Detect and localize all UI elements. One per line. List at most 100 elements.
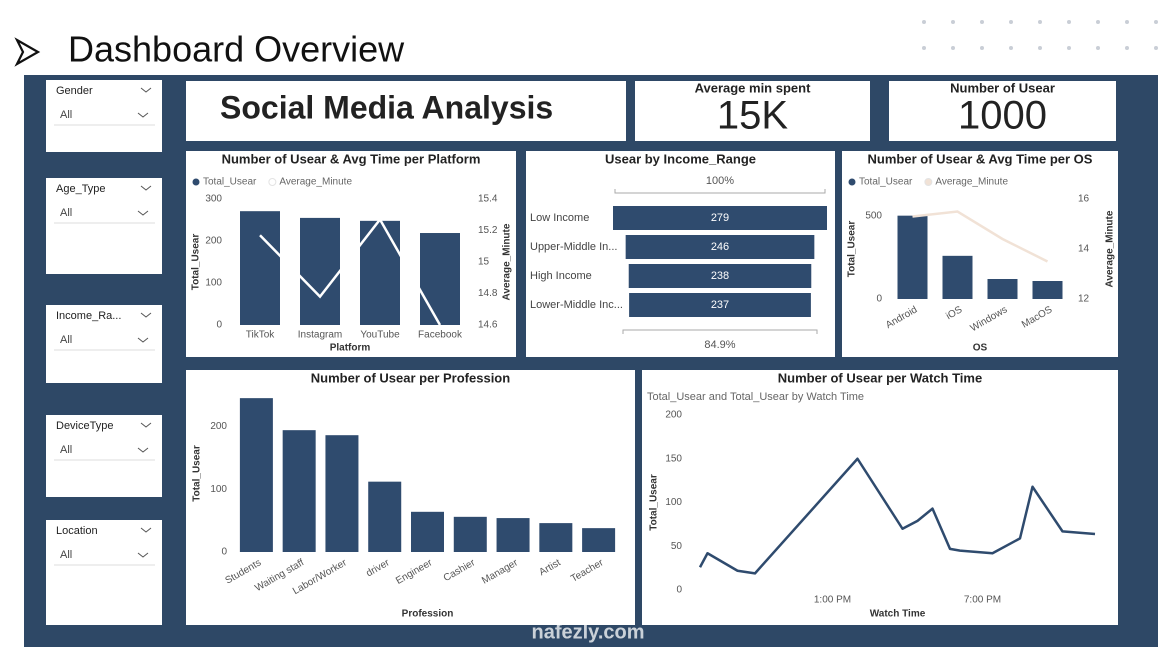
filter-value[interactable]: All	[60, 334, 72, 346]
bar	[496, 518, 530, 552]
report-title: Social Media Analysis	[220, 89, 553, 125]
bar	[987, 279, 1018, 299]
y2-tick-label: 16	[1078, 194, 1090, 205]
y-tick-label: 300	[205, 194, 222, 205]
bar	[539, 523, 573, 552]
y2-tick-label: 15.2	[478, 225, 498, 236]
y-tick-label: 200	[210, 421, 227, 432]
decor-dot	[1096, 46, 1100, 50]
bar	[582, 528, 616, 552]
bar	[282, 430, 316, 552]
filter-value[interactable]: All	[60, 549, 72, 561]
chart-title: Number of Usear per Profession	[311, 370, 510, 385]
chart-card	[642, 370, 1118, 625]
filter-value[interactable]: All	[60, 444, 72, 456]
bar	[942, 255, 973, 299]
decor-dot	[1125, 46, 1129, 50]
y-tick-label: 100	[205, 278, 222, 289]
chart-title: Number of Usear & Avg Time per OS	[868, 151, 1093, 166]
x-tick-label: 1:00 PM	[814, 595, 851, 606]
bar	[1032, 281, 1063, 299]
chevron	[137, 552, 149, 558]
funnel-bar	[629, 293, 811, 317]
category-label: Upper-Middle In...	[530, 241, 617, 253]
y-tick-label: 50	[671, 541, 683, 552]
legend-marker	[848, 178, 856, 186]
y2-tick-label: 14	[1078, 244, 1090, 255]
filter-label: Location	[56, 525, 98, 537]
filter-card[interactable]	[46, 415, 162, 497]
legend-label: Total_Usear	[203, 177, 257, 188]
y-tick-label: 200	[665, 410, 682, 421]
legend-label: Total_Usear	[859, 177, 913, 188]
title-card	[186, 81, 626, 141]
chevron	[140, 527, 152, 533]
y2-tick-label: 15	[478, 257, 490, 268]
kpi-label: Number of Usear	[950, 80, 1055, 95]
x-tick-label: TikTok	[246, 330, 276, 341]
chevron	[137, 337, 149, 343]
kpi-value: 1000	[958, 94, 1047, 138]
category-label: Lower-Middle Inc...	[530, 299, 623, 311]
decor-dot	[1038, 46, 1042, 50]
kpi-label: Average min spent	[695, 80, 812, 95]
decor-dot	[980, 20, 984, 24]
filter-card[interactable]	[46, 520, 162, 625]
y2-tick-label: 12	[1078, 294, 1090, 305]
category-label: Low Income	[530, 212, 589, 224]
decor-dot	[1038, 20, 1042, 24]
decor-dot	[922, 46, 926, 50]
filter-label: Age_Type	[56, 183, 106, 195]
funnel-bar	[613, 206, 827, 230]
y2-tick-label: 15.4	[478, 194, 498, 205]
filter-value[interactable]: All	[60, 207, 72, 219]
y-tick-label: 0	[676, 585, 682, 596]
bullet-arrow	[14, 37, 41, 67]
x-tick-label: 7:00 PM	[964, 595, 1001, 606]
filter-card[interactable]	[46, 305, 162, 383]
y2-axis-title: Average_Minute	[1105, 210, 1116, 287]
filter-card[interactable]	[46, 178, 162, 274]
y-tick-label: 0	[221, 547, 227, 558]
line	[259, 217, 442, 326]
chevron	[137, 210, 149, 216]
legend-marker	[192, 178, 200, 186]
decor-dot	[1067, 20, 1071, 24]
legend-label: Average_Minute	[279, 177, 352, 188]
chart-title: Usear by Income_Range	[605, 151, 756, 166]
y-axis-title: Total_Usear	[649, 474, 660, 531]
line	[698, 457, 1096, 575]
filter-label: Income_Ra...	[56, 310, 121, 322]
bar	[897, 215, 928, 299]
filter-card[interactable]	[46, 80, 162, 152]
decor-dot	[980, 46, 984, 50]
funnel-bar	[625, 235, 815, 259]
y-tick-label: 0	[876, 294, 882, 305]
x-tick-label: YouTube	[360, 330, 400, 341]
percent-label: 84.9%	[704, 339, 735, 351]
bar	[411, 511, 444, 552]
chevron	[140, 422, 152, 428]
y-tick-label: 150	[665, 453, 682, 464]
decor-dot	[951, 46, 955, 50]
chart-title: Number of Usear per Watch Time	[778, 370, 982, 385]
decor-dot	[922, 20, 926, 24]
data-label: 237	[711, 299, 729, 311]
chevron	[140, 87, 152, 93]
x-axis-title: Platform	[330, 343, 371, 354]
y-axis-title: Total_Usear	[847, 221, 858, 278]
filter-label: Gender	[56, 85, 93, 97]
x-tick-label: Instagram	[298, 330, 342, 341]
chevron	[140, 185, 152, 191]
y2-tick-label: 14.6	[478, 320, 498, 331]
bar	[239, 398, 273, 552]
decor-dot	[1009, 20, 1013, 24]
chevron	[137, 112, 149, 118]
x-axis-title: Profession	[402, 609, 454, 620]
decor-dot	[951, 20, 955, 24]
chevron	[140, 312, 152, 318]
y-axis-title: Total_Usear	[192, 445, 203, 502]
filter-value[interactable]: All	[60, 109, 72, 121]
decor-dot	[1096, 20, 1100, 24]
page-heading: Dashboard Overview	[68, 29, 405, 70]
